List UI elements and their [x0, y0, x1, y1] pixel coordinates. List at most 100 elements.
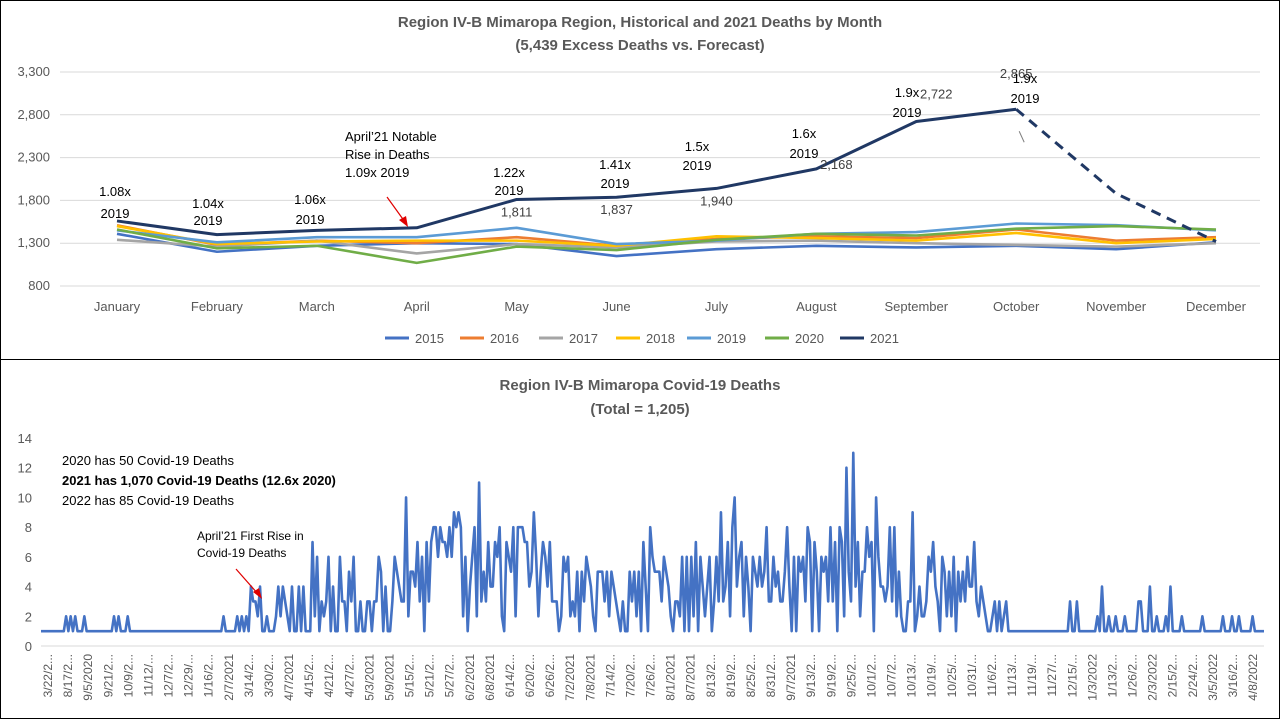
y-tick-label: 12	[18, 461, 32, 476]
ratio-annotation: 2019	[194, 213, 223, 228]
x-tick-label: September	[884, 299, 948, 314]
x-tick-label: 6/2/2021	[463, 654, 477, 701]
callout-text: April’21 First Rise in	[197, 529, 304, 543]
x-tick-label: 3/30/2...	[262, 654, 276, 697]
y-tick-label: 6	[25, 550, 32, 565]
x-tick-label: 7/8/2021	[583, 654, 597, 701]
chart1-title: Region IV-B Mimaropa Region, Historical …	[398, 14, 882, 31]
ratio-annotation: 2019	[101, 206, 130, 221]
legend-label: 2021	[870, 331, 899, 346]
x-tick-label: 6/14/2...	[503, 654, 517, 697]
covid-deaths-chart: Region IV-B Mimaropa Covid-19 Deaths (To…	[0, 359, 1280, 719]
summary-note: 2020 has 50 Covid-19 Deaths	[62, 453, 235, 468]
x-tick-label: January	[94, 299, 141, 314]
series-line-2021	[116, 107, 1017, 237]
x-tick-label: 5/9/2021	[382, 654, 396, 701]
x-tick-label: 1/26/2...	[1126, 654, 1140, 697]
x-tick-label: 11/12/...	[141, 654, 155, 696]
x-tick-label: 5/3/2021	[362, 654, 376, 701]
series-forecast-line-2021	[1015, 108, 1217, 243]
x-tick-label: 9/5/2020	[81, 654, 95, 701]
y-tick-label: 0	[25, 639, 32, 654]
x-tick-label: 2/24/2...	[1186, 654, 1200, 697]
x-tick-label: 10/25/...	[945, 654, 959, 697]
ratio-annotation: 1.9x	[1013, 71, 1038, 86]
y-tick-label: 2	[25, 609, 32, 624]
x-tick-label: 2/15/2...	[1166, 654, 1180, 697]
x-tick-label: 10/13/...	[905, 654, 919, 697]
x-tick-label: 7/26/2...	[644, 654, 658, 697]
x-tick-label: 8/19/2...	[724, 654, 738, 697]
x-tick-label: 7/2/2021	[563, 654, 577, 701]
x-tick-label: 12/15/...	[1065, 654, 1079, 697]
covid-deaths-line	[41, 451, 1264, 633]
x-tick-label: July	[705, 299, 729, 314]
legend-label: 2020	[795, 331, 824, 346]
legend-label: 2016	[490, 331, 519, 346]
ratio-annotation: 2019	[601, 176, 630, 191]
y-tick-label: 1,300	[17, 235, 50, 250]
x-tick-label: August	[796, 299, 837, 314]
ratio-annotation: 2019	[893, 105, 922, 120]
ratio-annotation: 1.9x	[895, 85, 920, 100]
x-tick-label: 12/7/2...	[162, 654, 176, 697]
series-line-2020	[116, 224, 1217, 265]
y-tick-label: 1,800	[17, 192, 50, 207]
callout-text: Covid-19 Deaths	[197, 546, 286, 560]
x-tick-label: 5/21/2...	[423, 654, 437, 697]
y-tick-label: 8	[25, 520, 32, 535]
y-tick-label: 2,800	[17, 107, 50, 122]
legend-label: 2018	[646, 331, 675, 346]
data-label: 2,168	[820, 157, 853, 172]
y-tick-label: 4	[25, 580, 32, 595]
ratio-annotation: 2019	[790, 146, 819, 161]
x-tick-label: 5/27/2...	[443, 654, 457, 697]
x-tick-label: 4/7/2021	[282, 654, 296, 701]
ratio-annotation: 2019	[1011, 91, 1040, 106]
x-tick-label: 9/13/2...	[804, 654, 818, 697]
summary-note: 2021 has 1,070 Covid-19 Deaths (12.6x 20…	[62, 473, 336, 488]
y-tick-label: 3,300	[17, 64, 50, 79]
x-tick-label: 6/20/2...	[523, 654, 537, 697]
x-tick-label: 6/26/2...	[543, 654, 557, 697]
series-line-2019	[116, 222, 1217, 246]
x-tick-label: 8/7/2021	[684, 654, 698, 701]
x-tick-label: October	[993, 299, 1040, 314]
ratio-annotation: 2019	[296, 212, 325, 227]
x-tick-label: 8/25/2...	[744, 654, 758, 697]
y-tick-label: 2,300	[17, 150, 50, 165]
callout-arrowhead	[399, 216, 408, 227]
data-label: 1,837	[600, 202, 633, 217]
x-tick-label: 10/1/2...	[864, 654, 878, 697]
legend-label: 2019	[717, 331, 746, 346]
ratio-annotation: 1.41x	[599, 157, 631, 172]
x-tick-label: 3/5/2022	[1206, 654, 1220, 701]
chart1-subtitle: (5,439 Excess Deaths vs. Forecast)	[515, 37, 764, 54]
monthly-deaths-chart: Region IV-B Mimaropa Region, Historical …	[0, 0, 1280, 360]
data-label: 2,722	[920, 86, 953, 101]
x-tick-label: 11/27/...	[1045, 654, 1059, 696]
y-tick-label: 14	[18, 431, 32, 446]
x-tick-label: 10/7/2...	[885, 654, 899, 697]
x-tick-label: 5/15/2...	[403, 654, 417, 697]
x-tick-label: 11/19/...	[1025, 654, 1039, 696]
x-tick-label: 4/27/2...	[342, 654, 356, 697]
x-tick-label: February	[191, 299, 244, 314]
x-tick-label: December	[1186, 299, 1247, 314]
x-tick-label: 8/1/2021	[664, 654, 678, 701]
x-tick-label: 9/21/2...	[101, 654, 115, 697]
callout-text: 1.09x 2019	[345, 165, 409, 180]
y-tick-label: 800	[28, 278, 50, 293]
x-tick-label: 1/16/2...	[202, 654, 216, 697]
chart2-title: Region IV-B Mimaropa Covid-19 Deaths	[500, 377, 781, 394]
leader-line	[1018, 131, 1025, 143]
ratio-annotation: 1.6x	[792, 126, 817, 141]
x-tick-label: 1/13/2...	[1105, 654, 1119, 697]
x-tick-label: 11/13/...	[1005, 654, 1019, 696]
legend-label: 2015	[415, 331, 444, 346]
ratio-annotation: 1.06x	[294, 192, 326, 207]
x-tick-label: 1/3/2022	[1085, 654, 1099, 701]
x-tick-label: 3/14/2...	[242, 654, 256, 697]
callout-arrow	[386, 196, 406, 223]
x-tick-label: April	[404, 299, 430, 314]
